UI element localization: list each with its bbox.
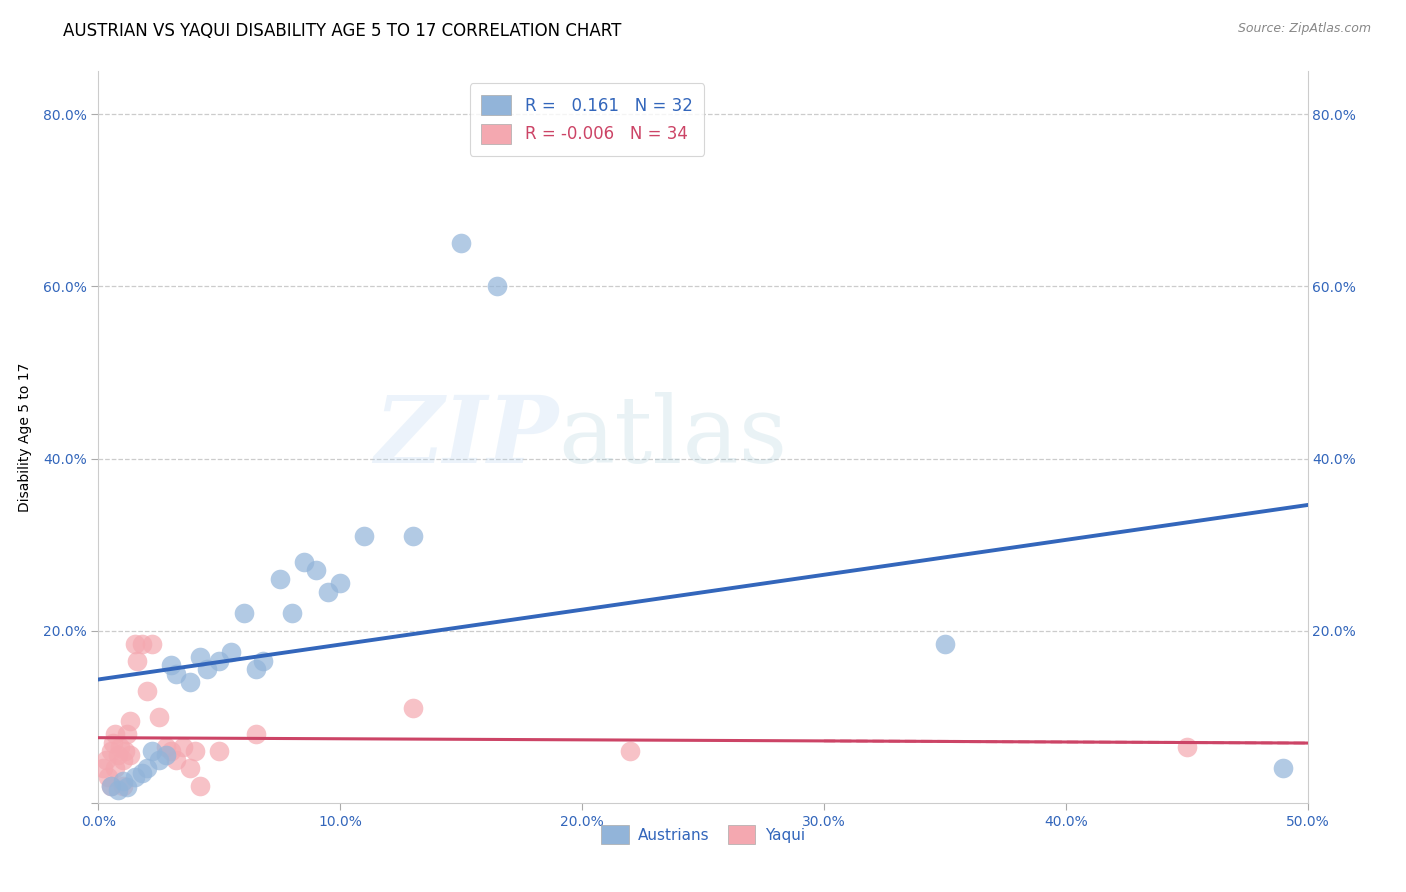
Point [160,744,183,758]
Point [155,748,177,763]
Point [97,770,120,784]
Text: atlas: atlas [558,392,787,482]
Point [269,572,291,586]
Point [305,564,328,578]
Point [450,236,472,251]
Point [91,761,114,775]
Point [148,710,170,724]
Point [292,555,315,569]
Point [402,701,425,715]
Point [179,675,201,690]
Point [124,770,146,784]
Point [245,727,267,741]
Point [100,779,122,793]
Point [486,279,509,293]
Point [353,529,375,543]
Point [179,761,201,775]
Point [117,780,139,795]
Point [107,748,129,763]
Point [934,637,956,651]
Point [135,684,157,698]
Point [316,585,339,599]
Point [188,649,211,664]
Point [111,779,134,793]
Point [141,637,163,651]
Point [100,744,122,758]
Point [1175,739,1198,754]
Point [131,637,153,651]
Point [329,576,352,591]
Point [188,779,211,793]
Point [141,744,163,758]
Point [232,607,254,621]
Point [245,662,267,676]
Point [208,654,231,668]
Point [100,779,122,793]
Point [118,748,141,763]
Point [117,727,139,741]
Point [114,744,136,758]
Point [148,753,170,767]
Point [160,658,183,673]
Legend: Austrians, Yaqui: Austrians, Yaqui [595,819,811,850]
Point [252,654,274,668]
Point [281,607,304,621]
Point [127,654,149,668]
Y-axis label: Disability Age 5 to 17: Disability Age 5 to 17 [18,362,31,512]
Point [172,739,194,754]
Point [107,783,129,797]
Text: ZIP: ZIP [374,392,558,482]
Point [155,739,177,754]
Point [104,761,127,775]
Text: Source: ZipAtlas.com: Source: ZipAtlas.com [1237,22,1371,36]
Point [104,727,127,741]
Point [1272,761,1295,775]
Point [111,753,134,767]
Point [165,753,187,767]
Point [619,744,641,758]
Point [165,666,187,681]
Point [135,761,157,775]
Point [101,735,124,749]
Text: AUSTRIAN VS YAQUI DISABILITY AGE 5 TO 17 CORRELATION CHART: AUSTRIAN VS YAQUI DISABILITY AGE 5 TO 17… [63,22,621,40]
Point [94,753,117,767]
Point [118,714,141,728]
Point [131,765,153,780]
Point [111,774,134,789]
Point [108,739,131,754]
Point [208,744,231,758]
Point [402,529,425,543]
Point [184,744,207,758]
Point [124,637,146,651]
Point [195,662,218,676]
Point [221,645,243,659]
